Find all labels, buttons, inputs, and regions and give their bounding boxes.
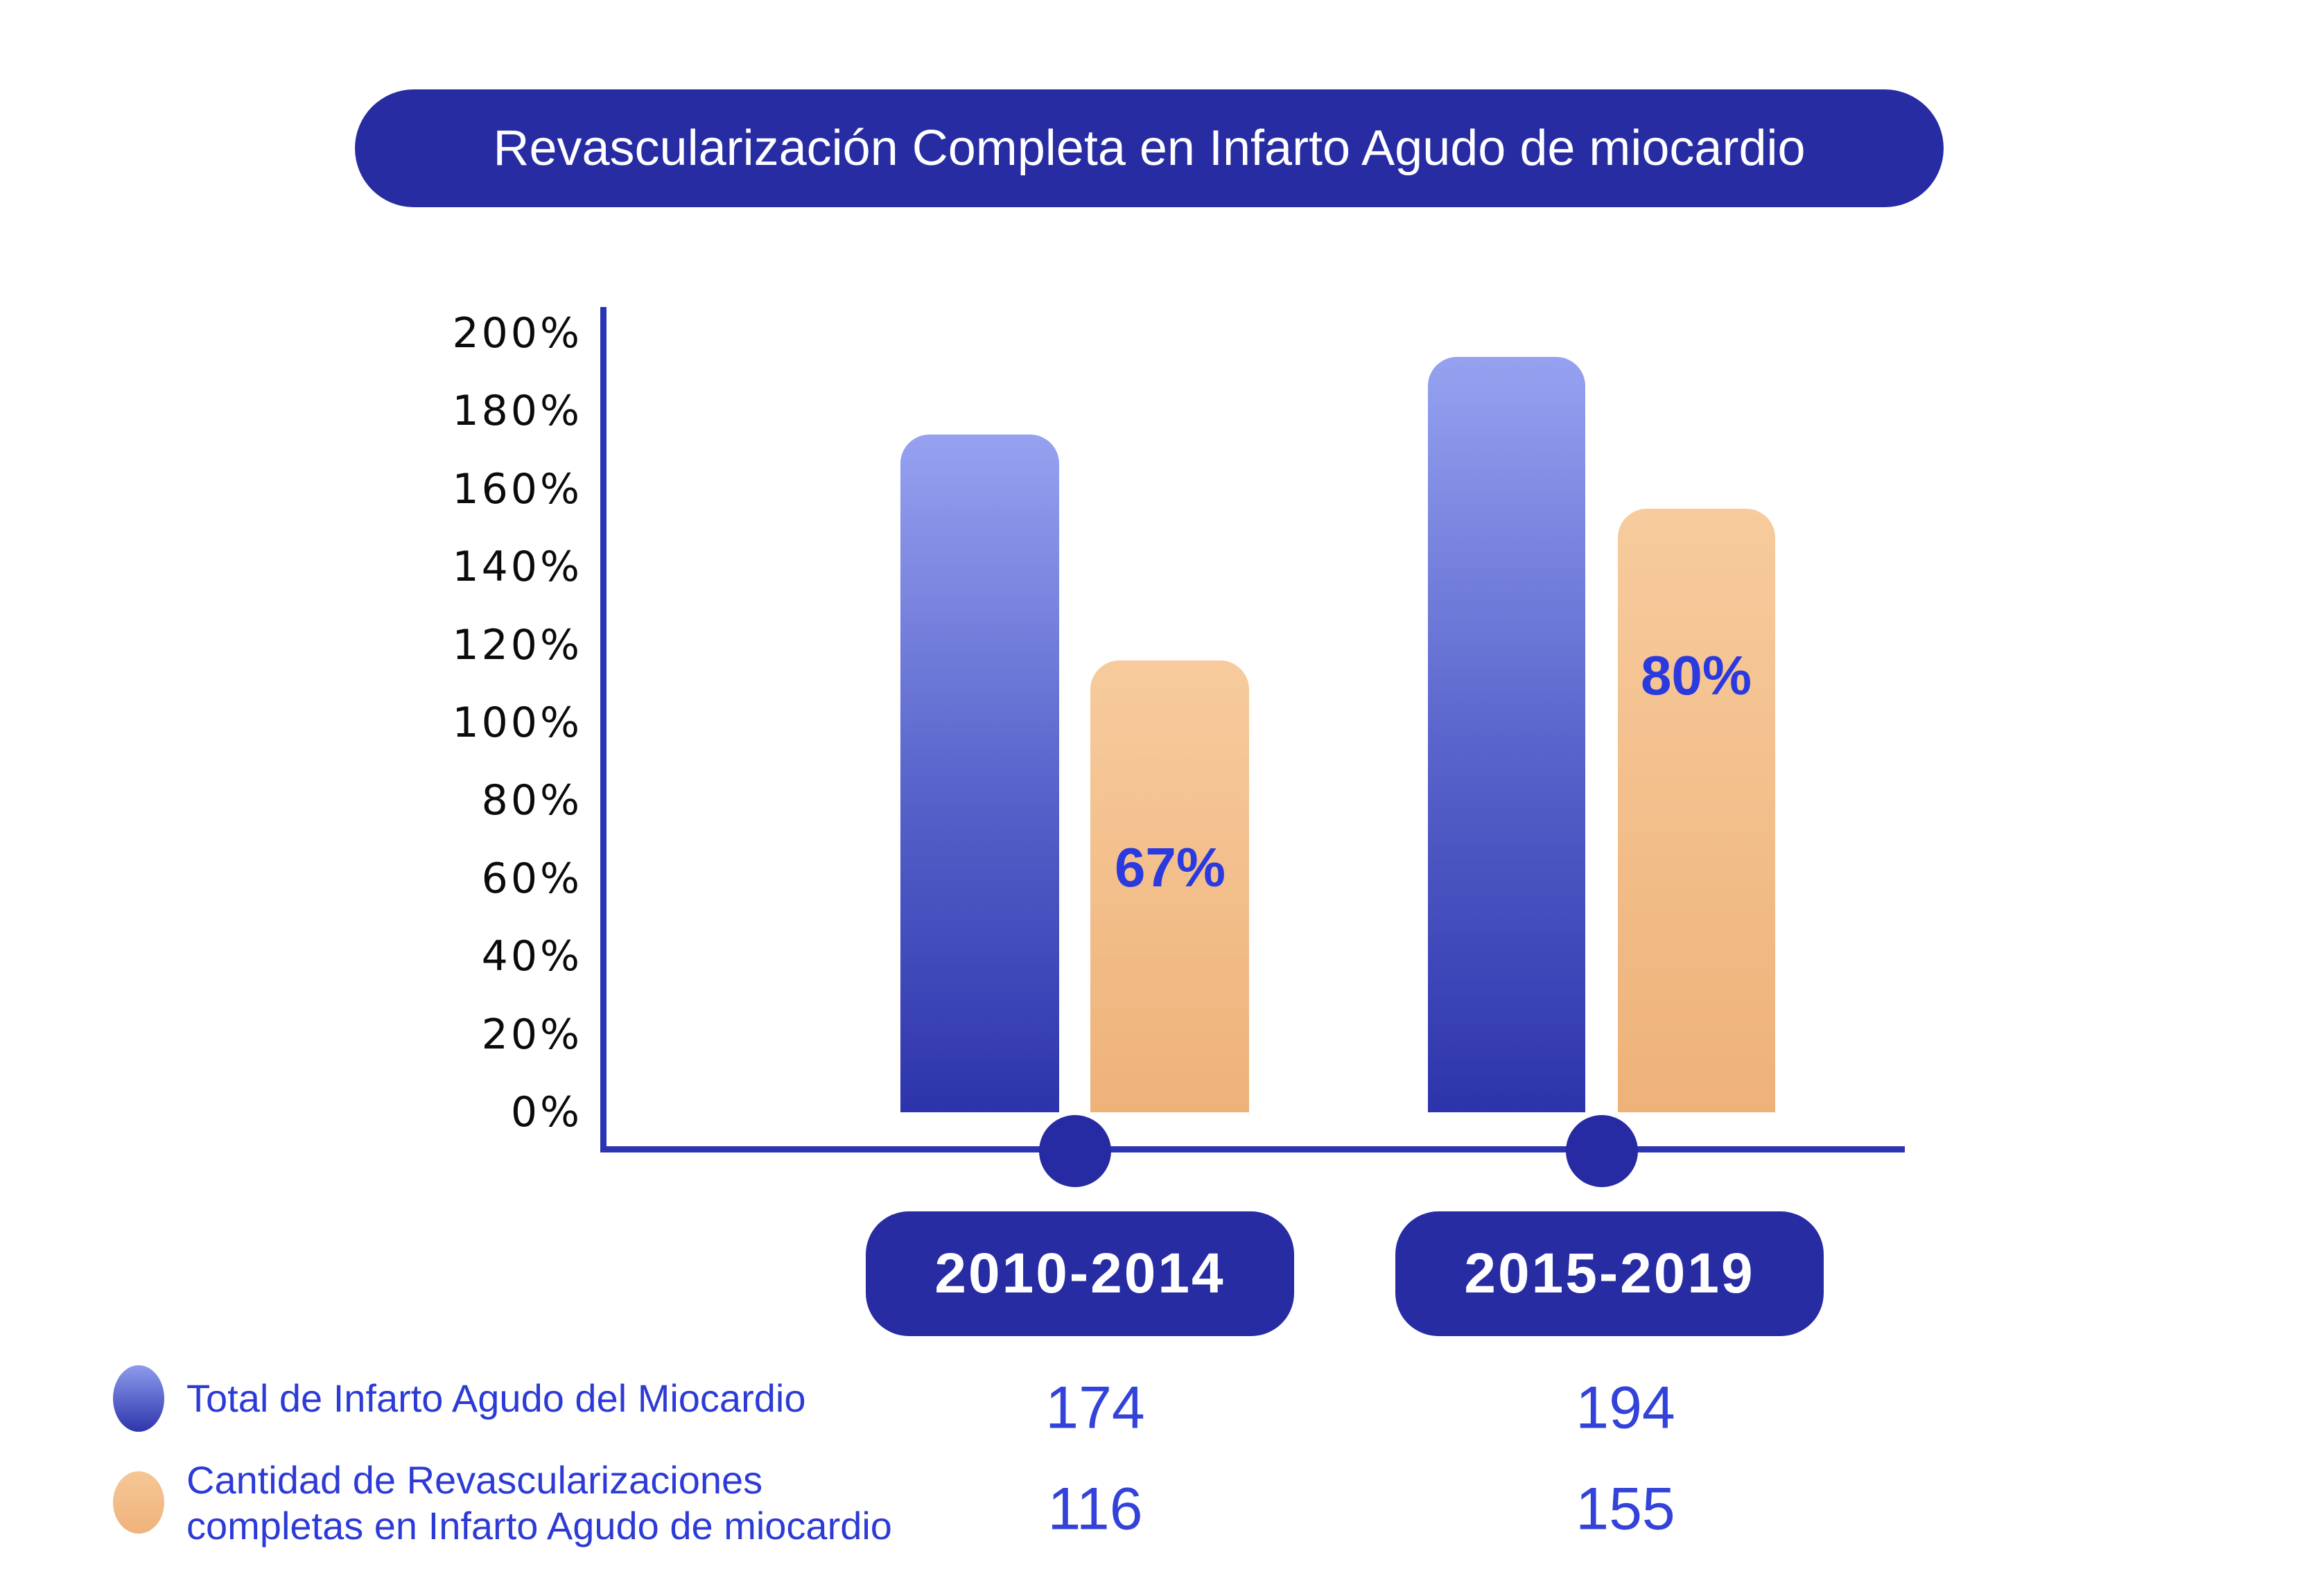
bar-revasc-2010-2014 <box>1090 660 1249 1112</box>
bar-total-2010-2014 <box>900 435 1059 1112</box>
category-label: 2010-2014 <box>934 1242 1226 1305</box>
value-total-2015-2019: 194 <box>1576 1374 1675 1441</box>
legend-marker-total-oval <box>113 1365 164 1432</box>
y-tick-120%: 120% <box>452 620 582 669</box>
value-revasc-2015-2019: 155 <box>1576 1475 1675 1543</box>
value-revasc-2010-2014: 116 <box>1047 1475 1143 1543</box>
bar-value-label-67: 67% <box>1114 836 1226 898</box>
title-banner: Revascularización Completa en Infarto Ag… <box>355 89 1944 207</box>
legend-label-line-1: Cantidad de Revascularizaciones <box>186 1458 763 1502</box>
y-tick-200%: 200% <box>452 309 582 358</box>
legend-label-revascularizaciones: Cantidad de Revascularizaciones completa… <box>186 1457 892 1549</box>
y-tick-180%: 180% <box>452 387 582 436</box>
page-title: Revascularización Completa en Infarto Ag… <box>493 121 1806 176</box>
bar-value-label-80: 80% <box>1640 644 1752 706</box>
y-tick-140%: 140% <box>452 543 582 592</box>
y-tick-100%: 100% <box>452 699 582 747</box>
axis-marker-2010-2014 <box>1039 1115 1111 1187</box>
y-tick-0%: 0% <box>510 1088 582 1137</box>
axis-marker-2015-2019 <box>1566 1115 1638 1187</box>
y-tick-40%: 40% <box>481 932 582 981</box>
y-tick-80%: 80% <box>481 776 582 825</box>
category-label: 2015-2019 <box>1464 1242 1755 1305</box>
legend-label-total: Total de Infarto Agudo del Miocardio <box>186 1376 806 1420</box>
y-tick-160%: 160% <box>452 464 582 514</box>
x-axis-line <box>600 1146 1905 1152</box>
y-tick-60%: 60% <box>481 854 582 903</box>
category-pill-2010-2014: 2010-2014 <box>866 1211 1294 1336</box>
y-tick-20%: 20% <box>481 1010 582 1059</box>
y-axis-line <box>600 307 607 1152</box>
bar-total-2015-2019 <box>1428 356 1585 1112</box>
legend-marker-revascularizaciones-oval <box>113 1471 164 1534</box>
bar-revasc-2015-2019 <box>1618 508 1775 1112</box>
value-total-2010-2014: 174 <box>1045 1374 1145 1441</box>
category-pill-2015-2019: 2015-2019 <box>1395 1211 1824 1336</box>
legend-label-line-2: completas en Infarto Agudo de miocardio <box>186 1504 892 1547</box>
